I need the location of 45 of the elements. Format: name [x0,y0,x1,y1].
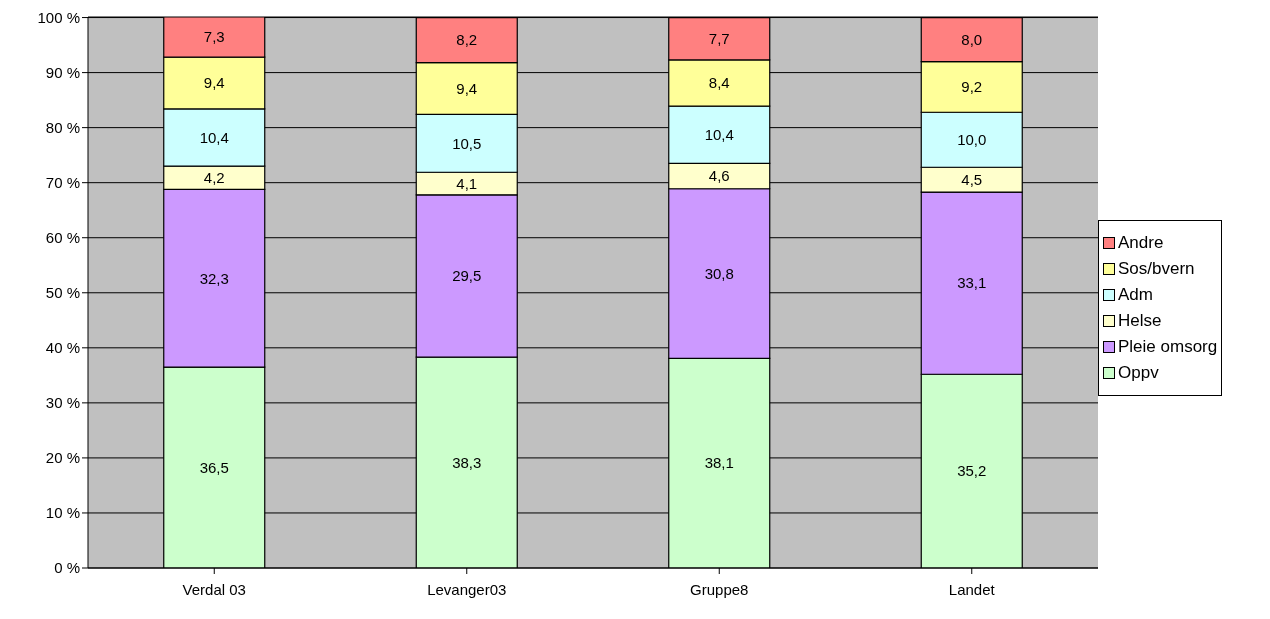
legend-label: Helse [1118,311,1162,331]
data-label: 35,2 [957,462,987,480]
data-label: 8,0 [961,30,983,48]
data-label: 30,8 [704,264,734,282]
data-label: 38,1 [704,454,734,472]
data-label: 4,5 [961,170,983,188]
legend-label: Sos/bvern [1118,259,1195,279]
legend-label: Oppv [1118,363,1159,383]
data-label: 36,5 [199,458,229,476]
x-tick-label: Verdal 03 [182,580,246,598]
legend-label: Andre [1118,233,1164,253]
x-tick-label: Gruppe8 [690,580,749,598]
data-label: 32,3 [199,269,229,287]
y-tick-label: 30 % [45,394,80,412]
data-label: 9,4 [456,79,478,97]
data-label: 29,5 [452,267,482,285]
y-tick-label: 20 % [45,449,80,467]
y-tick-label: 60 % [45,229,80,247]
y-tick-label: 80 % [45,118,80,136]
data-label: 7,7 [708,30,730,48]
y-tick-label: 0 % [54,559,80,577]
data-label: 8,4 [708,74,730,92]
y-tick-label: 70 % [45,174,80,192]
data-label: 10,4 [199,128,229,146]
x-tick-label: Levanger03 [427,580,507,598]
y-tick-label: 40 % [45,339,80,357]
data-label: 10,5 [452,134,482,152]
legend-label: Adm [1118,285,1153,305]
y-tick-label: 10 % [45,504,80,522]
data-label: 9,2 [961,78,983,96]
y-tick-label: 100 % [37,8,80,26]
data-label: 4,1 [456,174,478,192]
x-tick-label: Landet [948,580,996,598]
data-label: 4,6 [708,167,730,185]
data-label: 8,2 [456,31,478,49]
data-label: 10,4 [704,126,734,144]
data-label: 10,0 [957,131,987,149]
data-label: 38,3 [452,453,482,471]
y-tick-label: 50 % [45,284,80,302]
data-label: 9,4 [203,74,225,92]
data-label: 7,3 [203,28,225,46]
legend-label: Pleie omsorg [1118,337,1218,357]
data-label: 33,1 [957,274,987,292]
y-tick-label: 90 % [45,63,80,81]
data-label: 4,2 [203,169,225,187]
